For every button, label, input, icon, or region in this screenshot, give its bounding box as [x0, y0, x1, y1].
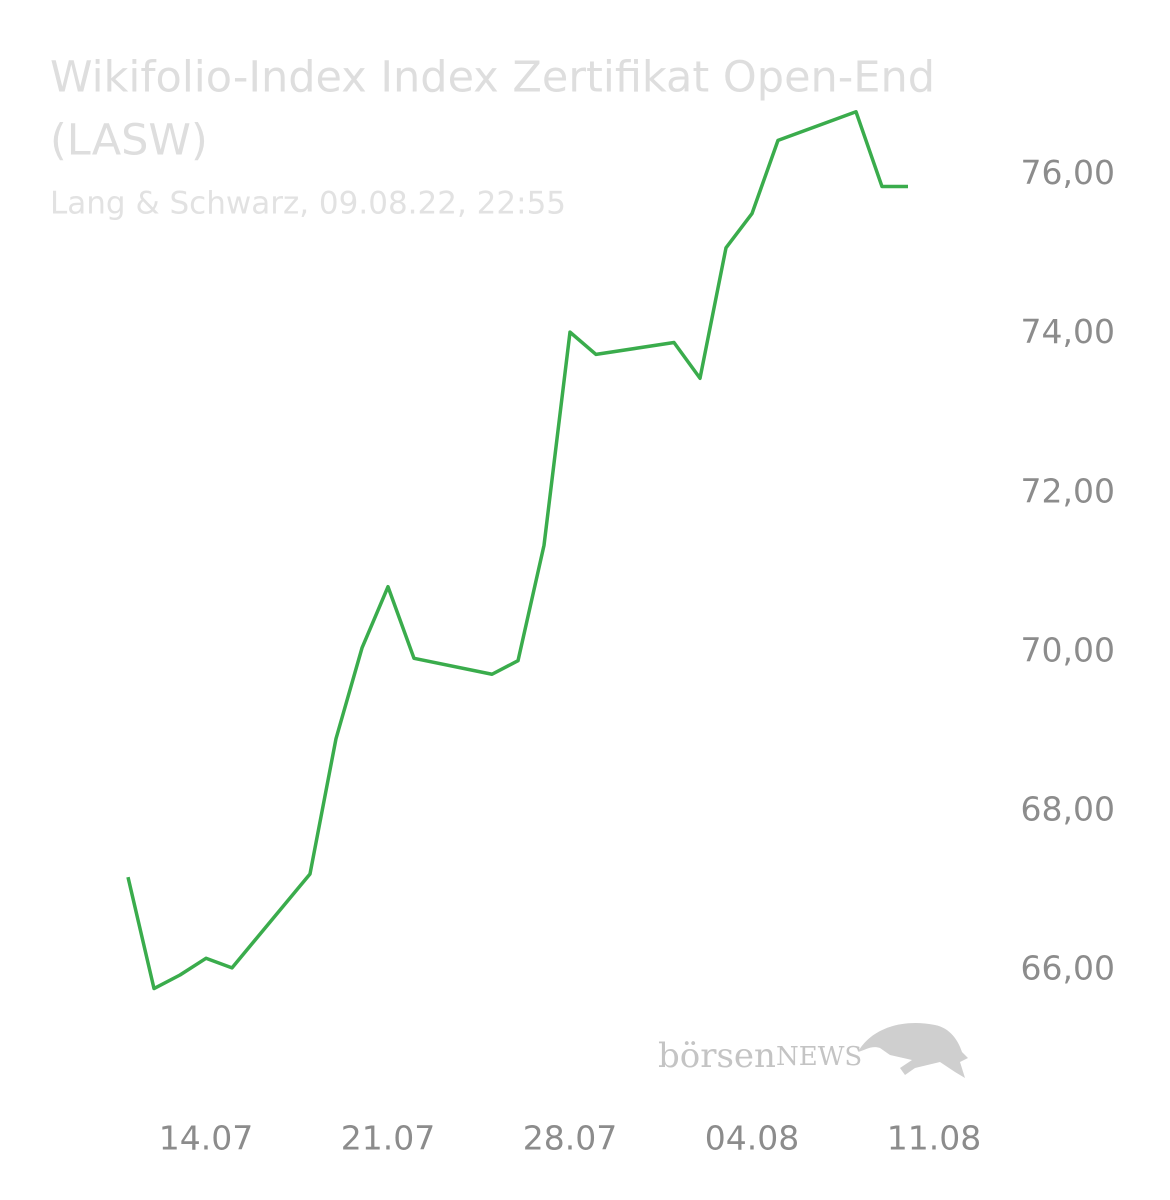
x-tick-label: 28.07	[523, 1119, 617, 1158]
y-tick-label: 72,00	[1021, 471, 1115, 510]
y-tick-label: 74,00	[1021, 312, 1115, 351]
watermark-text: börsenNEWS	[658, 1036, 862, 1076]
y-tick-label: 76,00	[1021, 153, 1115, 192]
x-tick-label: 11.08	[887, 1119, 981, 1158]
x-tick-label: 14.07	[159, 1119, 253, 1158]
watermark: börsenNEWS	[658, 1023, 968, 1078]
price-line	[126, 110, 908, 991]
chart-title: Wikifolio-Index Index Zertifikat Open-En…	[50, 53, 935, 103]
chart-subtitle: Lang & Schwarz, 09.08.22, 22:55	[50, 186, 566, 222]
chart-title: (LASW)	[50, 116, 208, 166]
y-tick-label: 68,00	[1021, 790, 1115, 829]
x-tick-label: 21.07	[341, 1119, 435, 1158]
watermark-part: börsen	[658, 1036, 776, 1076]
y-tick-label: 70,00	[1021, 630, 1115, 669]
watermark-bull	[858, 1023, 968, 1078]
y-tick-label: 66,00	[1021, 949, 1115, 988]
watermark-part: NEWS	[776, 1042, 862, 1072]
x-tick-label: 04.08	[705, 1119, 799, 1158]
